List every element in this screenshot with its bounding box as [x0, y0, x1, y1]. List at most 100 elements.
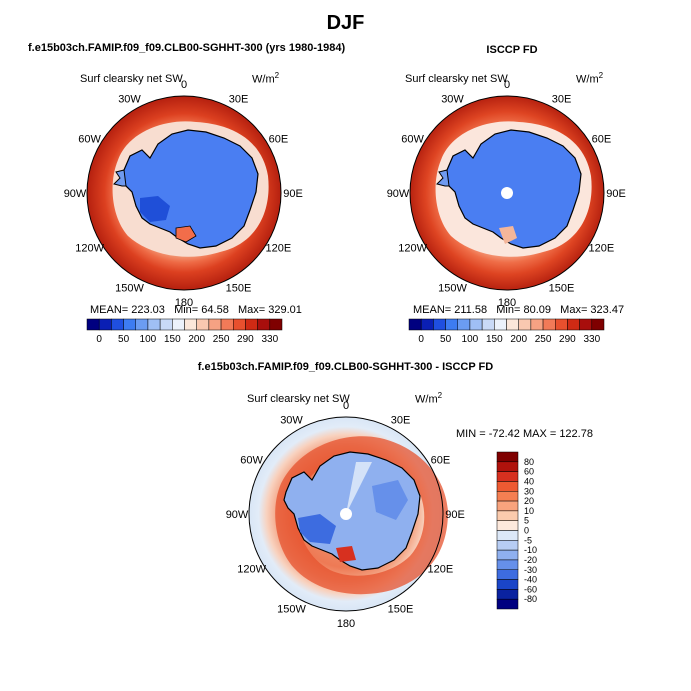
obs-lon-label: 30E — [552, 94, 572, 106]
model-colorbar-swatch — [233, 318, 246, 331]
model-lon-label: 120E — [266, 243, 292, 255]
diff-lon-label: 90W — [226, 509, 249, 521]
model-peninsula — [113, 169, 127, 187]
diff-lon-label: 150W — [277, 603, 306, 615]
right-panel-title: ISCCP FD — [486, 44, 538, 56]
diff-colorbar-label: -5 — [524, 535, 532, 545]
model-colorbar-label: 250 — [213, 334, 230, 345]
obs-map — [409, 95, 605, 291]
obs-colorbar-swatch — [518, 318, 532, 331]
diff-colorbar-label: 30 — [524, 486, 534, 496]
diff-colorbar-swatch — [496, 461, 519, 472]
obs-variable-label: Surf clearsky net SW — [405, 73, 508, 85]
diff-colorbar-swatch — [496, 520, 519, 531]
obs-colorbar-swatch — [567, 318, 580, 331]
model-ross-shelf-patch — [175, 225, 197, 243]
obs-lon-label: 30W — [441, 94, 464, 106]
model-colorbar-label: 200 — [188, 334, 205, 345]
diff-pole-hole — [340, 508, 352, 520]
obs-lon-label: 60E — [592, 134, 612, 146]
model-colorbar-swatch — [196, 318, 210, 331]
obs-longitude-labels: 0 30E 60E 90E 120E 150E 180 150W 120W 90W 60W 30W — [387, 79, 626, 309]
obs-colorbar-swatch — [542, 318, 556, 331]
model-colorbar-swatch — [257, 318, 271, 331]
model-colorbar-swatch — [135, 318, 149, 331]
obs-colorbar-swatch — [530, 318, 544, 331]
obs-colorbar-swatch — [555, 318, 568, 331]
obs-colorbar-label: 50 — [440, 334, 452, 345]
model-lon-label: 60W — [78, 134, 101, 146]
diff-colorbar-label: 80 — [524, 457, 534, 467]
diff-colorbar-swatch — [496, 471, 519, 482]
diff-lon-label: 150E — [388, 603, 414, 615]
diff-map-border — [248, 416, 444, 612]
obs-lon-label: 120W — [398, 243, 427, 255]
model-max: Max= 329.01 — [237, 304, 302, 316]
diff-lon-label: 30W — [280, 415, 303, 427]
diff-pale-sector — [346, 462, 372, 514]
model-lon-label: 30W — [118, 94, 141, 106]
diff-lon-label: 0 — [343, 400, 349, 412]
model-colorbar-swatch — [86, 318, 100, 331]
left-panel-title: f.e15b03ch.FAMIP.f09_f09.CLB00-SGHHT-300… — [28, 42, 346, 54]
diff-colorbar-swatch — [496, 540, 519, 551]
obs-colorbar-swatch — [481, 318, 495, 331]
model-lon-label: 0 — [181, 79, 187, 91]
obs-colorbar-swatch — [469, 318, 483, 331]
obs-max: Max= 323.47 — [560, 304, 625, 316]
model-colorbar-swatch — [269, 318, 283, 331]
obs-colorbar-swatch — [445, 318, 458, 331]
obs-colorbar-label: 250 — [535, 334, 552, 345]
model-stats: MEAN= 223.03 Min= 64.58 Max= 329.01 — [90, 304, 302, 316]
model-colorbar-swatch — [147, 318, 161, 331]
obs-colorbar-label: 330 — [583, 334, 600, 345]
obs-lon-label: 60W — [401, 134, 424, 146]
diff-ross-red-patch — [336, 546, 356, 562]
model-lon-label: 90W — [64, 188, 87, 200]
obs-map-border — [409, 95, 605, 291]
diff-east-blue-patch — [372, 480, 408, 520]
model-colorbar-swatch — [111, 318, 124, 331]
diff-colorbar-label: -80 — [524, 594, 537, 604]
model-colorbar-swatch — [245, 318, 258, 331]
model-colorbar-swatch — [159, 318, 173, 331]
model-colorbar-label: 0 — [96, 334, 102, 345]
model-lon-label: 150W — [115, 282, 144, 294]
diff-lon-label: 120W — [237, 564, 266, 576]
model-lon-label: 30E — [229, 94, 249, 106]
obs-lon-label: 150E — [549, 282, 575, 294]
diff-longitude-labels: 0 30E 60E 90E 120E 150E 180 150W 120W 90W 60W 30W — [226, 400, 465, 630]
page-title: DJF — [326, 12, 365, 34]
model-colorbar-swatch — [98, 318, 112, 331]
diff-colorbar-swatch — [496, 451, 519, 463]
diff-colorbar-label: 5 — [524, 516, 529, 526]
diff-map — [248, 416, 448, 612]
obs-colorbar-label: 100 — [462, 334, 479, 345]
obs-colorbar: 0 50 100 150 200 250 290 330 — [408, 318, 605, 345]
obs-colorbar-label: 150 — [486, 334, 503, 345]
model-colorbar-label: 100 — [140, 334, 157, 345]
diff-colorbar-label: -20 — [524, 555, 537, 565]
obs-peninsula — [436, 169, 450, 187]
diff-west-blue-patch — [298, 514, 336, 544]
diff-lon-label: 90E — [445, 509, 465, 521]
obs-mean: MEAN= 211.58 — [413, 304, 488, 316]
obs-colorbar-swatch — [457, 318, 471, 331]
diff-colorbar-label: 0 — [524, 526, 529, 536]
obs-lon-label: 90W — [387, 188, 410, 200]
obs-antarctica-field — [444, 129, 582, 249]
obs-stats: MEAN= 211.58 Min= 80.09 Max= 323.47 — [413, 304, 624, 316]
obs-lon-label: 0 — [504, 79, 510, 91]
obs-lon-label: 90E — [606, 188, 626, 200]
model-min: Min= 64.58 — [174, 304, 229, 316]
model-variable-label: Surf clearsky net SW — [80, 73, 183, 85]
diff-stats: MIN = -72.42 MAX = 122.78 — [456, 428, 593, 440]
diff-colorbar-swatch — [496, 569, 519, 580]
diff-colorbar-swatch — [496, 500, 519, 512]
model-lon-label: 180 — [175, 297, 193, 309]
diff-colorbar-label: 40 — [524, 476, 534, 486]
obs-lon-label: 120E — [589, 243, 615, 255]
obs-ross-shelf-patch — [499, 226, 517, 244]
